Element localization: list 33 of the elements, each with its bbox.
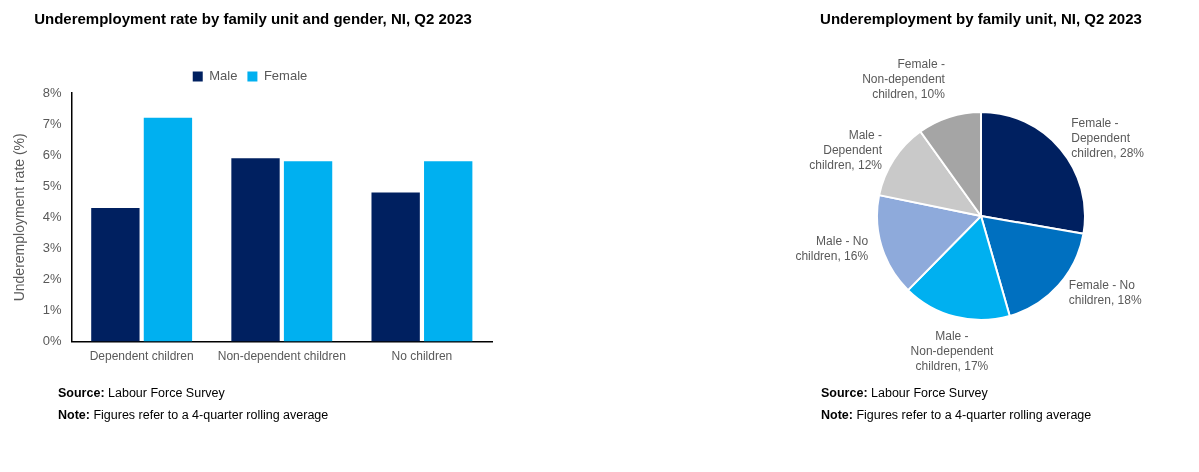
- y-tick-label: 8%: [42, 84, 63, 100]
- bar: [424, 161, 473, 342]
- legend-label: Male: [209, 68, 238, 84]
- slice-label: Female - No children, 18%: [1068, 278, 1142, 308]
- y-tick-label: 0%: [42, 333, 63, 349]
- bar: [371, 192, 420, 342]
- x-tick-label: Non-dependent children: [217, 349, 346, 364]
- y-tick-label: 7%: [42, 115, 63, 131]
- chart-title: Underemployment rate by family unit and gender, NI, Q2 2023: [33, 9, 473, 29]
- bar: [283, 161, 333, 342]
- y-axis-title: Underemployment rate (%): [11, 133, 28, 302]
- legend-label: Female: [263, 68, 308, 84]
- text: Note: Figures refer to a 4-quarter rolling average: [58, 407, 330, 424]
- slice-label: Male - No children, 16%: [795, 233, 869, 263]
- bar: [91, 207, 140, 342]
- text: Note: Figures refer to a 4-quarter rolling average: [821, 407, 1093, 424]
- y-tick-label: 3%: [42, 239, 63, 255]
- y-tick-label: 6%: [42, 146, 63, 162]
- y-tick-label: 5%: [42, 177, 63, 193]
- slice-label: Male - Dependent children, 12%: [809, 127, 883, 172]
- source-note: Source: Labour Force Survey: [821, 385, 989, 402]
- source-note: Source: Labour Force Survey: [58, 385, 226, 402]
- x-tick-label: No children: [391, 349, 453, 364]
- bar: [143, 117, 193, 342]
- chart-title: Underemployment by family unit, NI, Q2 2023: [819, 9, 1143, 29]
- bar: [231, 158, 280, 342]
- y-tick-label: 2%: [42, 271, 63, 287]
- x-tick-label: Dependent children: [89, 349, 194, 364]
- y-tick-label: 4%: [42, 208, 63, 224]
- y-tick-label: 1%: [42, 302, 63, 318]
- slice-label: Female - Non-dependent children, 10%: [862, 56, 946, 101]
- slice-label: Male - Non-dependent children, 17%: [910, 328, 994, 373]
- slice-label: Female - Dependent children, 28%: [1071, 115, 1145, 160]
